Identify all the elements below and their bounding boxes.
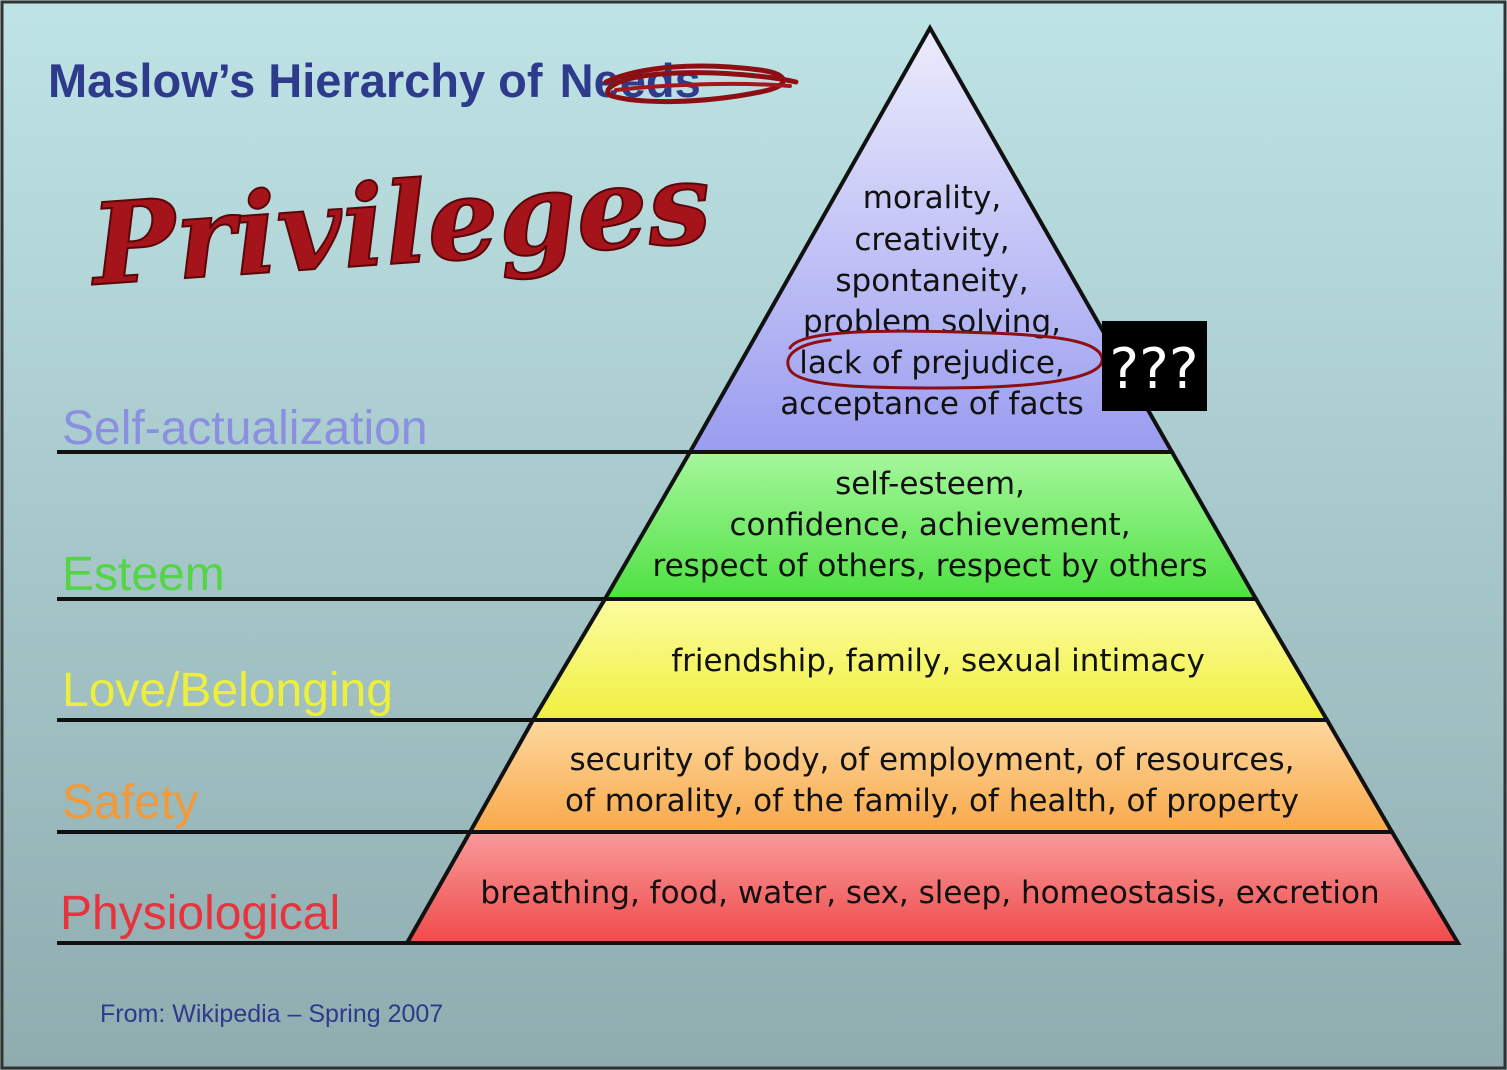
- source-note: From: Wikipedia – Spring 2007: [100, 1000, 443, 1028]
- strikethrough-scribble: [603, 63, 799, 105]
- question-box: [1102, 321, 1207, 411]
- tier-physiological: [403, 830, 1462, 945]
- title-prefix: Maslow’s Hierarchy of: [48, 54, 543, 107]
- safety-line-1: security of body, of employment, of reso…: [570, 742, 1295, 778]
- self-line-2: creativity,: [854, 222, 1009, 258]
- safety-line-2: of morality, of the family, of health, o…: [565, 783, 1299, 819]
- self-line-5: lack of prejudice,: [799, 345, 1065, 381]
- label-safety: Safety: [62, 776, 198, 829]
- love-line-1: friendship, family, sexual intimacy: [671, 643, 1205, 679]
- question-marks: ???: [1109, 337, 1198, 402]
- label-rules: [57, 450, 690, 945]
- label-love-belonging: Love/Belonging: [62, 664, 393, 717]
- label-esteem: Esteem: [62, 548, 225, 601]
- self-line-6: acceptance of facts: [780, 386, 1084, 422]
- self-line-1: morality,: [863, 180, 1002, 216]
- label-physiological: Physiological: [60, 887, 340, 940]
- physiological-line-1: breathing, food, water, sex, sleep, home…: [480, 875, 1379, 911]
- strikethrough-line: [614, 81, 792, 92]
- annotation-circle: [786, 329, 1104, 390]
- esteem-line-2: confidence, achievement,: [729, 507, 1130, 543]
- esteem-line-3: respect of others, respect by others: [653, 548, 1208, 584]
- pyramid: [403, 23, 1462, 945]
- self-line-3: spontaneity,: [835, 263, 1028, 299]
- label-self-actualization: Self-actualization: [62, 402, 428, 455]
- slide-title: Maslow’s Hierarchy of Needs: [48, 54, 701, 107]
- esteem-line-1: self-esteem,: [835, 466, 1025, 502]
